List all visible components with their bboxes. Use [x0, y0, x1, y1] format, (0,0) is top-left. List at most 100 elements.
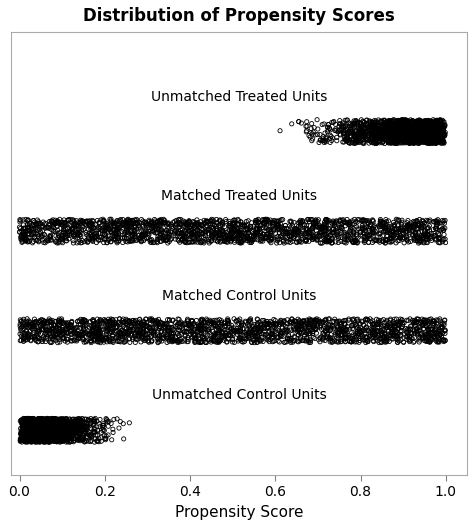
Point — [329, 235, 337, 243]
Point — [425, 128, 433, 136]
Point — [370, 125, 378, 134]
Point — [385, 120, 393, 128]
Point — [385, 319, 393, 327]
Point — [40, 418, 47, 426]
Point — [262, 234, 270, 242]
Point — [106, 329, 113, 337]
Point — [402, 116, 410, 124]
Point — [93, 417, 101, 425]
Point — [87, 336, 95, 345]
Point — [401, 125, 409, 134]
Point — [37, 420, 45, 428]
Point — [156, 227, 164, 235]
Point — [200, 318, 207, 327]
Point — [418, 134, 426, 142]
Point — [434, 316, 442, 325]
Point — [357, 327, 365, 335]
Point — [358, 126, 365, 134]
Point — [147, 237, 155, 245]
Point — [309, 233, 316, 242]
Point — [184, 333, 191, 341]
Point — [417, 135, 424, 144]
Point — [434, 135, 441, 143]
Point — [407, 120, 415, 129]
Point — [105, 225, 113, 233]
Point — [389, 129, 397, 137]
Point — [64, 425, 71, 434]
Point — [303, 126, 310, 135]
Point — [330, 336, 338, 344]
Point — [100, 426, 108, 435]
Point — [418, 227, 426, 235]
Point — [25, 414, 33, 423]
Point — [428, 325, 435, 333]
Point — [440, 138, 448, 147]
Point — [237, 239, 245, 247]
Point — [251, 333, 259, 341]
Point — [19, 229, 27, 238]
Point — [56, 428, 64, 436]
Point — [26, 426, 34, 435]
Point — [392, 136, 400, 144]
Point — [103, 415, 110, 424]
Point — [278, 231, 285, 240]
Point — [45, 415, 53, 423]
Point — [431, 134, 438, 142]
Point — [95, 219, 103, 228]
Point — [368, 134, 376, 142]
Point — [181, 219, 189, 227]
Point — [101, 323, 109, 331]
Point — [370, 337, 378, 346]
Point — [402, 118, 410, 126]
Point — [398, 134, 406, 143]
Point — [28, 428, 36, 437]
Point — [55, 232, 63, 241]
Point — [51, 430, 58, 438]
Point — [67, 334, 75, 343]
Point — [362, 130, 369, 138]
Point — [417, 222, 425, 230]
Point — [39, 424, 46, 433]
Point — [383, 317, 391, 326]
Point — [57, 432, 64, 441]
Point — [185, 321, 192, 330]
Point — [31, 433, 39, 442]
Point — [72, 418, 79, 427]
Point — [73, 416, 81, 425]
Point — [419, 126, 426, 135]
Point — [203, 225, 210, 233]
Point — [148, 327, 156, 336]
Point — [44, 431, 52, 440]
Point — [94, 336, 102, 344]
Point — [411, 134, 419, 142]
Point — [373, 315, 380, 324]
Point — [237, 230, 245, 239]
Point — [131, 229, 138, 238]
Point — [252, 216, 259, 225]
Point — [35, 326, 43, 335]
Point — [378, 128, 386, 136]
Point — [382, 136, 390, 145]
Point — [38, 419, 46, 428]
Point — [230, 315, 238, 323]
Point — [126, 218, 133, 226]
Point — [41, 230, 48, 239]
Point — [55, 428, 63, 437]
Point — [161, 232, 168, 241]
Point — [144, 321, 152, 330]
Point — [32, 434, 40, 442]
Point — [430, 139, 438, 147]
Point — [101, 335, 109, 343]
Point — [392, 127, 400, 135]
Point — [220, 336, 228, 345]
Point — [329, 217, 337, 225]
Point — [143, 327, 150, 335]
Point — [324, 128, 331, 136]
Point — [47, 415, 55, 423]
Point — [370, 123, 377, 132]
Point — [280, 317, 288, 326]
Point — [298, 319, 306, 327]
Point — [395, 127, 403, 135]
Point — [407, 117, 414, 125]
Point — [100, 217, 107, 225]
